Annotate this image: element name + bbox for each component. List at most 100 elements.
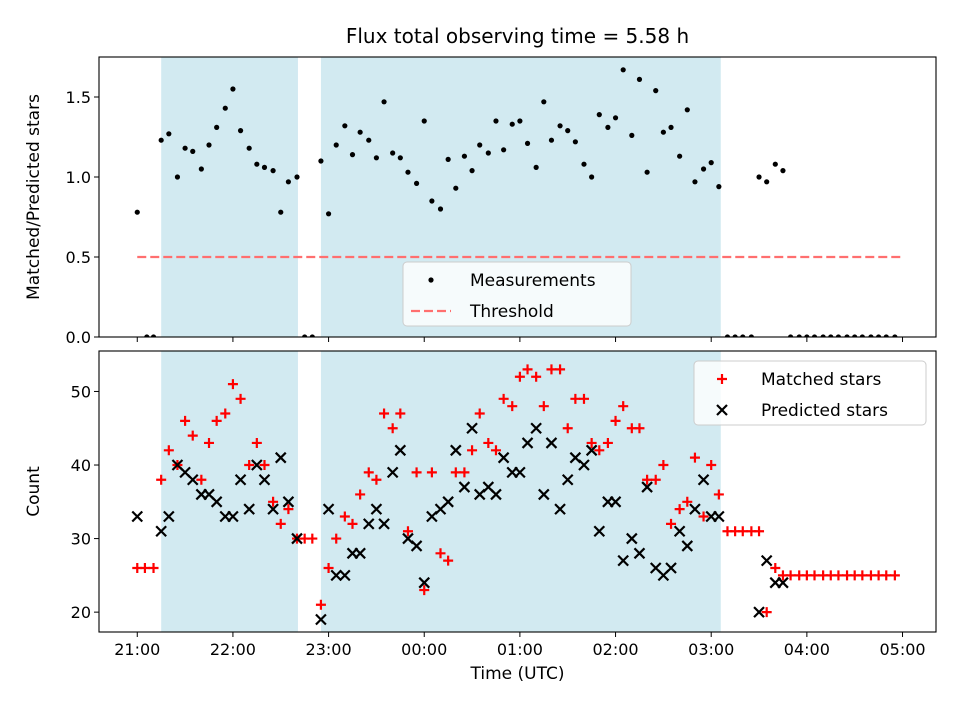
data-point [740,334,746,337]
panel-0: 0.0 0.5 1.0 1.5 Matched/Predicted stars Flux … [24,24,937,347]
data-point [524,140,531,146]
data-point [531,371,542,382]
legend-frame [693,360,927,426]
data-point [418,576,431,589]
data-point [533,164,539,170]
data-point [859,334,865,337]
data-point [485,150,491,156]
y-tick-label: 30 [71,530,91,549]
data-point [514,371,525,382]
data-point [565,128,571,134]
data-point [174,174,181,180]
data-point [330,569,343,582]
data-point [437,206,444,212]
data-point [187,430,198,441]
x-tick-label: 05:00 [879,640,925,659]
data-point [546,364,557,375]
data-point [650,474,661,485]
data-point [572,139,578,145]
data-point [459,467,470,478]
data-point [283,504,294,515]
y-tick-label: 50 [71,382,91,401]
legend-frame [402,261,632,327]
data-point [395,408,406,419]
data-point [234,473,247,486]
data-point [522,364,533,375]
panel-1: 20 30 40 50 21:00 22:00 23:00 00:00 01:00 02:00 03… [24,350,937,684]
data-point [605,124,611,130]
y-axis-label: Count [24,466,44,517]
data-point [713,510,725,523]
data-point [251,459,263,471]
data-point [278,209,284,215]
data-point [150,334,157,337]
data-point [333,142,339,148]
data-point [166,131,172,137]
data-point [761,607,772,618]
data-point [235,393,246,404]
data-point [708,160,714,166]
data-point [371,474,382,485]
data-point [764,179,770,185]
data-point [211,415,222,426]
legend-label: Threshold [469,302,554,322]
x-tick-label: 22:00 [210,640,256,659]
y-tick-label: 1.0 [66,168,91,187]
data-point [828,334,834,337]
data-point [554,503,566,515]
data-point [689,503,701,515]
data-point [411,467,422,478]
data-point [405,169,411,175]
data-point [315,599,326,610]
data-point [881,570,892,581]
data-point [443,555,454,566]
data-point [302,334,308,337]
data-point [220,408,231,419]
data-point [618,401,629,412]
data-point [469,168,475,174]
legend: Measurements Threshold [402,261,632,327]
data-point [442,496,454,508]
data-point [148,563,159,574]
y-tick-label: 40 [71,456,91,475]
data-points [134,67,898,337]
data-point [342,123,348,129]
data-point [347,518,358,529]
data-point [530,422,542,435]
y-tick-label: 1.5 [66,88,91,107]
data-point [636,76,643,82]
data-point [713,489,724,500]
legend-label: Predicted stars [761,401,888,421]
legend-marker-predicted [716,404,728,416]
data-point [804,334,810,337]
data-point [357,129,363,135]
data-point [419,585,430,596]
data-point [697,473,710,486]
y-tick-label: 0.5 [66,248,91,267]
data-point [163,510,175,523]
data-point [158,137,164,143]
data-point [557,123,563,129]
data-point [490,445,501,456]
data-point [780,168,786,174]
data-point [732,334,738,337]
shaded-interval-1 [320,351,721,632]
data-point [477,142,483,148]
data-point [325,211,332,217]
data-point [498,393,509,404]
data-point [222,105,228,111]
data-point [474,408,485,419]
data-point [754,526,765,537]
data-point [844,334,850,337]
data-point [156,474,167,485]
data-point [307,533,318,544]
data-point [261,164,268,170]
data-point [666,518,677,529]
data-point [634,423,645,434]
x-tick-label: 04:00 [784,640,830,659]
data-point [466,422,478,435]
data-point [163,445,174,456]
data-point [363,467,374,478]
data-point [243,503,255,515]
